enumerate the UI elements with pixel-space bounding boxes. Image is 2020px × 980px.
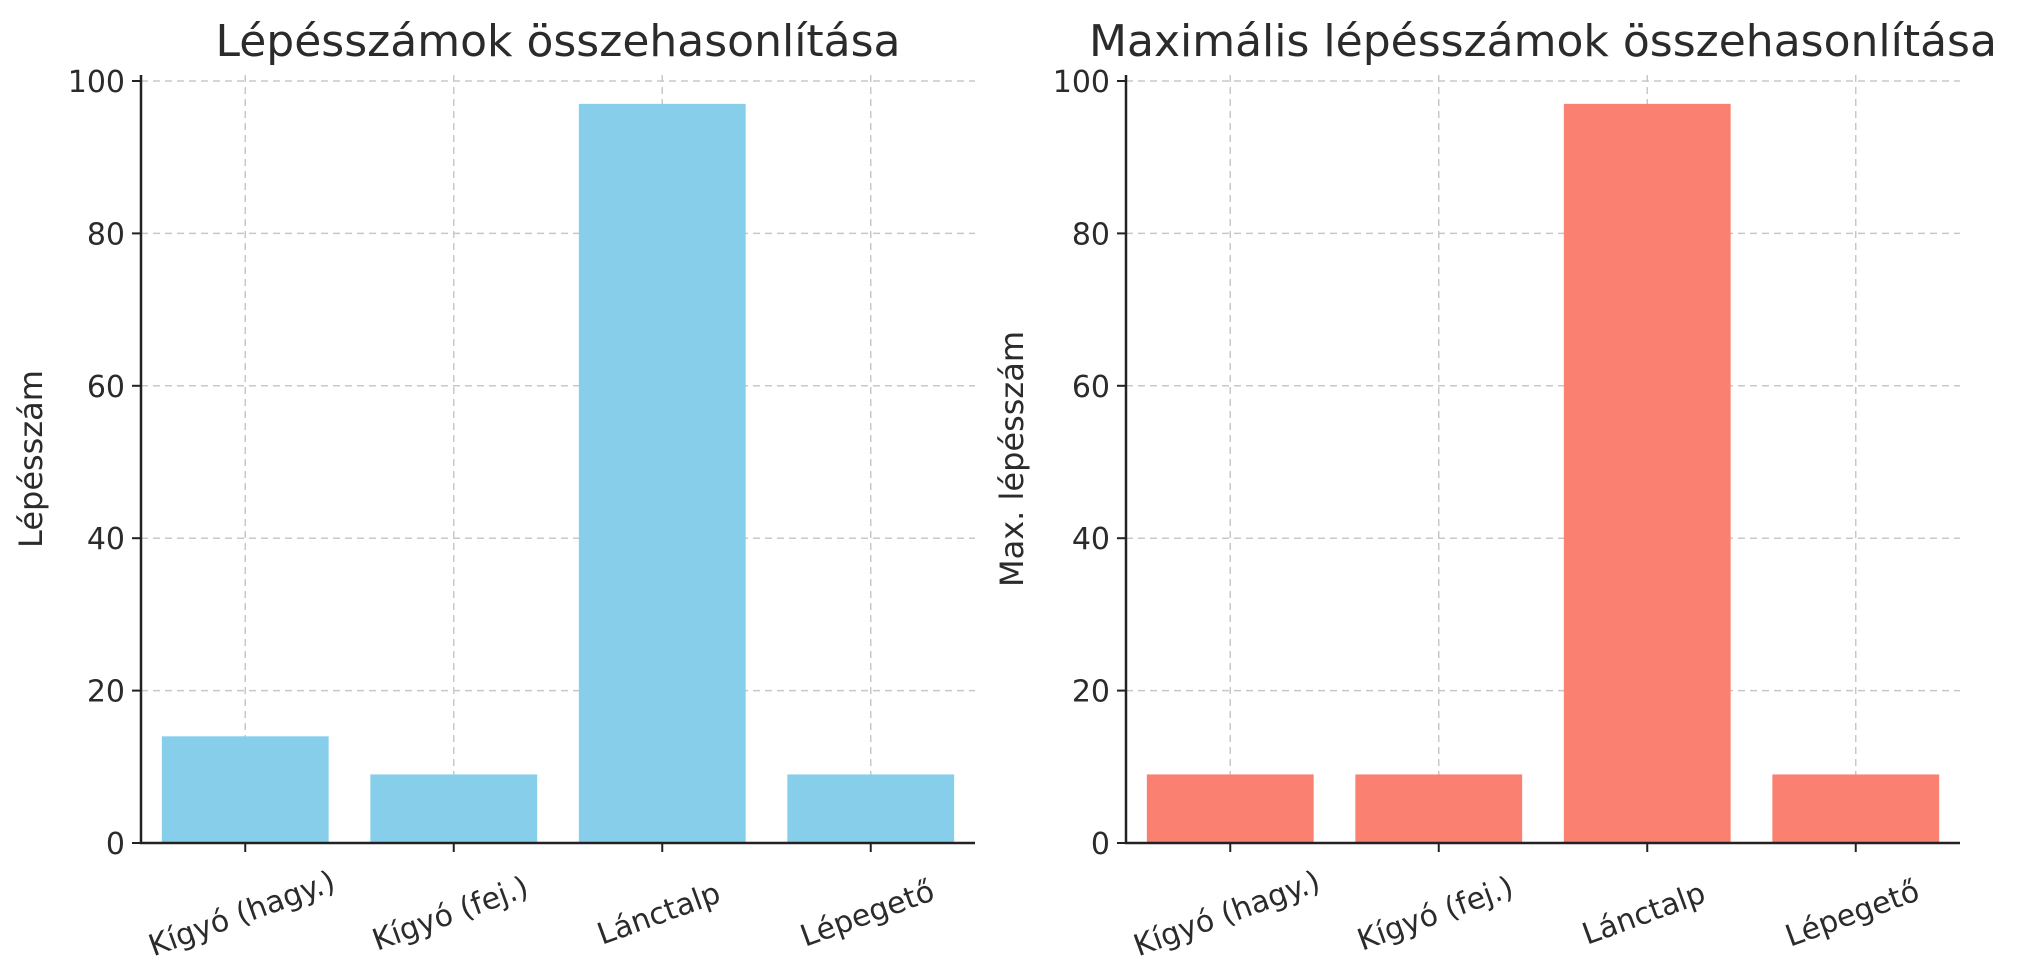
y-tick-label: 20 xyxy=(87,675,125,710)
y-tick-label: 40 xyxy=(87,522,125,557)
y-tick-label: 40 xyxy=(1072,522,1110,557)
bar xyxy=(161,736,329,843)
y-tick-label: 100 xyxy=(68,65,125,100)
chart-title: Lépésszámok összehasonlítása xyxy=(215,16,900,67)
axes xyxy=(1117,75,1960,852)
axis-spines xyxy=(139,75,975,845)
x-tick-label: Lánctalp xyxy=(593,876,725,953)
bar xyxy=(578,103,746,844)
chart-title: Maximális lépésszámok összehasonlítása xyxy=(1089,16,1997,67)
bar xyxy=(1563,103,1731,844)
x-tick-label: Lépegető xyxy=(796,874,939,955)
y-tick-label: 20 xyxy=(1072,675,1110,710)
y-tick-label: 80 xyxy=(87,217,125,252)
y-tick-label: 0 xyxy=(1091,827,1110,862)
y-tick-label: 0 xyxy=(106,827,125,862)
bar xyxy=(370,774,538,843)
x-tick-label: Lánctalp xyxy=(1578,876,1710,953)
grid xyxy=(141,75,975,843)
y-tick-label: 100 xyxy=(1053,65,1110,100)
axis-spines xyxy=(1124,75,1960,845)
x-tick-label: Kígyó (fej.) xyxy=(368,870,533,959)
bar xyxy=(1146,774,1314,843)
x-tick-label: Kígyó (fej.) xyxy=(1353,870,1518,959)
axes xyxy=(132,75,975,852)
y-tick-label: 60 xyxy=(1072,370,1110,405)
bar xyxy=(1772,774,1940,843)
x-tick-label: Lépegető xyxy=(1781,874,1924,955)
grid xyxy=(1126,75,1960,843)
y-axis-label: Lépésszám xyxy=(12,370,50,548)
bar xyxy=(787,774,955,843)
chart-step-counts: Lépésszámok összehasonlítása Lépésszám 0… xyxy=(12,16,975,964)
y-tick-label: 60 xyxy=(87,370,125,405)
bar xyxy=(1355,774,1523,843)
x-tick-label: Kígyó (hagy.) xyxy=(1129,864,1325,964)
chart-max-step-counts: Maximális lépésszámok összehasonlítása M… xyxy=(993,16,1997,964)
bars xyxy=(161,103,955,844)
y-tick-label: 80 xyxy=(1072,217,1110,252)
y-axis-label: Max. lépésszám xyxy=(993,331,1031,587)
x-tick-label: Kígyó (hagy.) xyxy=(144,864,340,964)
bars xyxy=(1146,103,1940,844)
